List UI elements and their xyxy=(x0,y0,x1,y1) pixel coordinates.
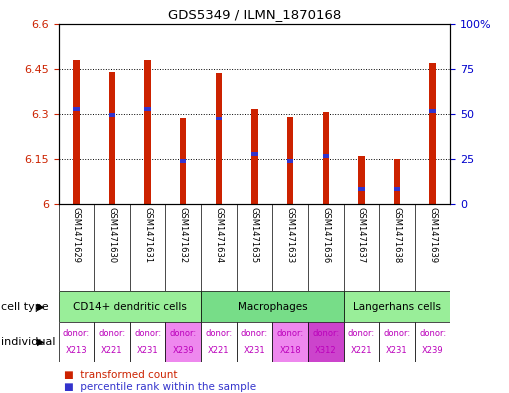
Title: GDS5349 / ILMN_1870168: GDS5349 / ILMN_1870168 xyxy=(168,8,341,21)
Bar xyxy=(323,112,329,204)
Text: CD14+ dendritic cells: CD14+ dendritic cells xyxy=(73,301,187,312)
Text: X239: X239 xyxy=(173,346,194,355)
Bar xyxy=(287,159,293,163)
Text: donor:: donor: xyxy=(134,329,161,338)
Bar xyxy=(130,322,165,362)
Text: X239: X239 xyxy=(422,346,443,355)
Bar xyxy=(180,118,186,204)
Bar xyxy=(272,322,308,362)
Bar xyxy=(73,60,79,204)
Text: GSM1471638: GSM1471638 xyxy=(392,207,402,263)
Text: donor:: donor: xyxy=(383,329,411,338)
Text: GSM1471630: GSM1471630 xyxy=(107,207,117,263)
Bar xyxy=(201,322,237,362)
Bar xyxy=(358,156,364,204)
Bar xyxy=(415,322,450,362)
Bar xyxy=(344,322,379,362)
Bar xyxy=(308,322,344,362)
Text: individual: individual xyxy=(1,337,55,347)
Bar xyxy=(358,187,364,191)
Bar xyxy=(344,291,450,322)
Text: GSM1471635: GSM1471635 xyxy=(250,207,259,263)
Text: donor:: donor: xyxy=(241,329,268,338)
Text: donor:: donor: xyxy=(419,329,446,338)
Bar xyxy=(59,322,94,362)
Text: X221: X221 xyxy=(208,346,230,355)
Bar xyxy=(237,322,272,362)
Text: donor:: donor: xyxy=(169,329,197,338)
Bar xyxy=(251,109,258,204)
Text: X231: X231 xyxy=(137,346,158,355)
Bar xyxy=(430,63,436,204)
Bar xyxy=(201,291,344,322)
Bar xyxy=(394,187,400,191)
Text: GSM1471629: GSM1471629 xyxy=(72,207,81,263)
Text: GSM1471631: GSM1471631 xyxy=(143,207,152,263)
Text: GSM1471637: GSM1471637 xyxy=(357,207,366,263)
Text: X312: X312 xyxy=(315,346,336,355)
Text: GSM1471634: GSM1471634 xyxy=(214,207,223,263)
Bar xyxy=(109,72,115,204)
Text: ■  transformed count: ■ transformed count xyxy=(64,370,177,380)
Text: GSM1471632: GSM1471632 xyxy=(179,207,188,263)
Bar xyxy=(287,117,293,204)
Bar xyxy=(216,73,222,204)
Text: donor:: donor: xyxy=(63,329,90,338)
Bar xyxy=(94,322,130,362)
Text: X221: X221 xyxy=(101,346,123,355)
Bar xyxy=(59,291,201,322)
Text: cell type: cell type xyxy=(1,301,49,312)
Bar xyxy=(430,109,436,113)
Text: GSM1471633: GSM1471633 xyxy=(286,207,295,263)
Bar xyxy=(394,159,400,204)
Text: X213: X213 xyxy=(66,346,87,355)
Bar xyxy=(323,154,329,158)
Bar xyxy=(379,322,415,362)
Text: Langerhans cells: Langerhans cells xyxy=(353,301,441,312)
Bar xyxy=(145,107,151,112)
Text: X231: X231 xyxy=(244,346,265,355)
Text: Macrophages: Macrophages xyxy=(238,301,307,312)
Text: X231: X231 xyxy=(386,346,408,355)
Text: GSM1471636: GSM1471636 xyxy=(321,207,330,263)
Bar xyxy=(109,114,115,118)
Text: donor:: donor: xyxy=(98,329,126,338)
Bar xyxy=(73,107,79,112)
Text: ▶: ▶ xyxy=(37,301,44,312)
Bar xyxy=(165,322,201,362)
Text: donor:: donor: xyxy=(276,329,304,338)
Bar xyxy=(145,60,151,204)
Text: X221: X221 xyxy=(351,346,372,355)
Text: X218: X218 xyxy=(279,346,301,355)
Text: GSM1471639: GSM1471639 xyxy=(428,207,437,263)
Text: ▶: ▶ xyxy=(37,337,44,347)
Text: donor:: donor: xyxy=(205,329,233,338)
Text: donor:: donor: xyxy=(312,329,340,338)
Text: ■  percentile rank within the sample: ■ percentile rank within the sample xyxy=(64,382,256,392)
Bar xyxy=(180,159,186,163)
Bar xyxy=(216,116,222,121)
Bar xyxy=(251,152,258,156)
Text: donor:: donor: xyxy=(348,329,375,338)
